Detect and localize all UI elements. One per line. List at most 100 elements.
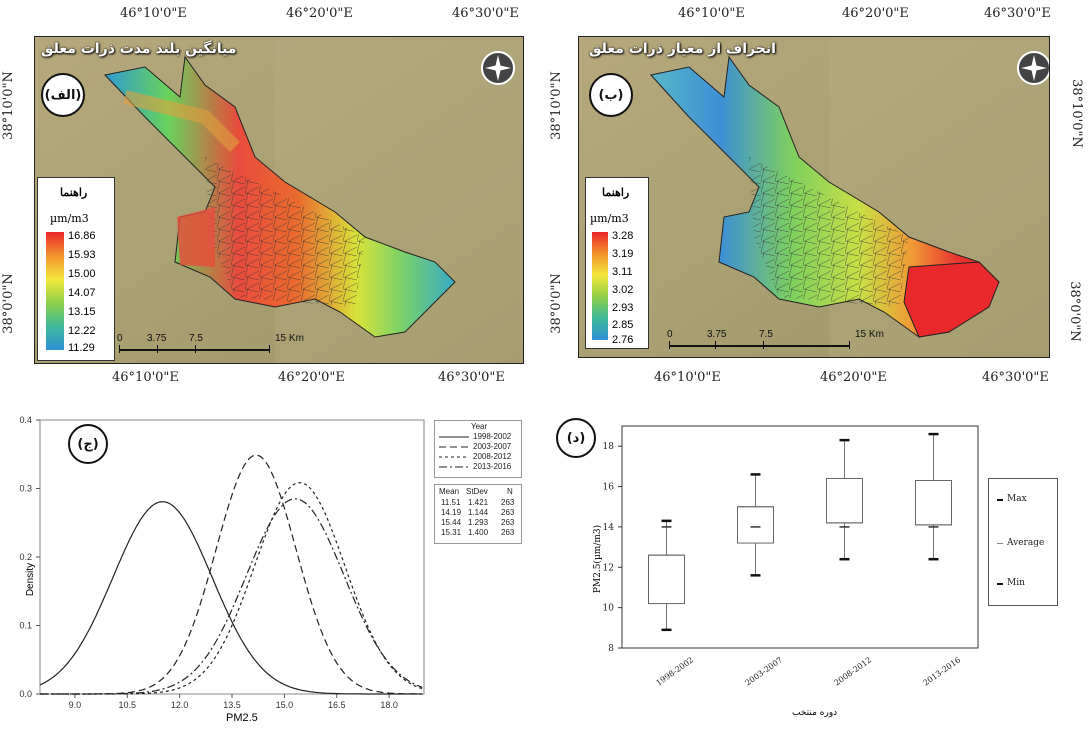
stats-cell: 263 (501, 528, 515, 537)
map-legend: راهنما µm/m3 16.86 15.93 15.00 14.07 13.… (37, 177, 115, 361)
y-tick-label: 8 (608, 644, 614, 654)
y-tick-label: 0.1 (19, 621, 32, 631)
map-graphic (35, 37, 523, 363)
legend-unit: µm/m3 (590, 212, 629, 225)
legend-color-ramp (46, 232, 64, 350)
scale-bar: 0 3.75 7.5 15 Km (117, 333, 317, 355)
x-tick-label: 2008-2012 (832, 655, 873, 687)
legend-value: 15.00 (68, 268, 96, 280)
density-curve-2008-2012 (40, 482, 423, 695)
x-axis-label: دوره منتخب (792, 708, 838, 718)
stats-cell: 263 (501, 508, 515, 517)
legend-value: 11.29 (68, 342, 95, 354)
legend-title: راهنما (60, 187, 88, 199)
top-tick: 46°20'0"E (286, 6, 353, 21)
legend-entry: 2013-2016 (473, 462, 512, 471)
stats-header: Mean (439, 487, 460, 496)
x-tick-label: 18.0 (380, 700, 398, 710)
y-tick-label: 0.4 (19, 415, 32, 425)
legend-value: 15.93 (68, 249, 96, 261)
scale-label: 7.5 (189, 333, 203, 344)
y-axis-label: Density (25, 562, 37, 597)
y-tick-label: 0.3 (19, 484, 32, 494)
x-tick-label: 1998-2002 (654, 655, 695, 687)
bottom-tick: 46°30'0"E (438, 370, 505, 385)
scale-label: 0 (117, 333, 123, 344)
density-chart: 0.0 0.1 0.2 0.3 0.4 9.0 10.5 12.0 13.5 15.0 16.5 18… (19, 415, 425, 710)
box-plot: 8 10 12 14 16 18 1998-2002 2003-2007 2008-2012 20… (603, 425, 979, 688)
density-curve-2013-2016 (40, 498, 423, 695)
y-tick-label: 14 (603, 523, 615, 533)
legend-value: 3.19 (612, 248, 634, 260)
y-tick-label: 16 (603, 483, 615, 493)
legend-value: 12.22 (68, 325, 96, 337)
legend-title: راهنما (602, 187, 630, 199)
legend-value: 3.28 (612, 230, 634, 242)
stats-header: StDev (466, 487, 488, 496)
legend-color-ramp (592, 232, 608, 340)
plot-area (621, 425, 979, 649)
map-panel-be: 46°10'0"E 46°20'0"E 46°30'0"E 38°10'0"N … (544, 0, 1088, 390)
y-tick-label: 12 (603, 563, 614, 573)
left-tick: 38°10'0"N (548, 71, 564, 140)
map-image-be: انحراف از معیار ذرات معلق (ب) راهنما µm/… (578, 36, 1050, 358)
top-tick: 46°30'0"E (984, 6, 1051, 21)
bottom-tick: 46°20'0"E (278, 370, 345, 385)
map-title: میانگین بلند مدت ذرات معلق (41, 41, 237, 57)
left-tick: 38°0'0"N (0, 273, 16, 334)
top-tick: 46°20'0"E (842, 6, 909, 21)
y-tick-label: 0.0 (19, 689, 32, 699)
x-tick-label: 10.5 (119, 700, 137, 710)
legend-entry: Max (1007, 494, 1027, 504)
stats-cell: 263 (501, 518, 515, 527)
legend-value: 2.93 (612, 302, 634, 314)
left-tick: 38°0'0"N (548, 273, 564, 334)
top-tick: 46°10'0"E (120, 6, 187, 21)
plot-area (39, 419, 425, 695)
stats-cell: 1.421 (468, 498, 489, 507)
legend-value: 16.86 (68, 230, 96, 242)
map-legend: راهنما µm/m3 3.28 3.19 3.11 3.02 2.93 2.… (585, 177, 649, 349)
x-tick-label: 12.0 (171, 700, 189, 710)
panel-badge: (ب) (589, 73, 633, 117)
legend-box: Year 1998-2002 2003-2007 2008-2012 2013-… (434, 420, 522, 478)
density-curve-1998-2002 (39, 501, 423, 695)
compass-icon (481, 51, 515, 85)
right-tick: 38°10'0"N (1068, 79, 1084, 148)
panel-badge: (الف) (41, 73, 85, 117)
map-panel-alef: 46°10'0"E 46°20'0"E 46°30'0"E 38°10'0"N … (0, 0, 540, 390)
bottom-tick: 46°10'0"E (654, 370, 721, 385)
density-curve-2003-2007 (40, 454, 423, 695)
y-tick-label: 18 (603, 442, 615, 452)
box-1998-2002 (648, 554, 685, 605)
density-chart-panel: 0.0 0.1 0.2 0.3 0.4 9.0 10.5 12.0 13.5 15.0 16.5 18… (0, 400, 540, 736)
legend-unit: µm/m3 (50, 212, 89, 225)
legend-value: 14.07 (68, 287, 96, 299)
stats-header: N (507, 487, 513, 496)
x-tick-label: 2013-2016 (921, 655, 962, 687)
top-tick: 46°30'0"E (452, 6, 519, 21)
scale-label: 3.75 (147, 333, 167, 344)
top-tick: 46°10'0"E (678, 6, 745, 21)
stats-cell: 1.400 (468, 528, 489, 537)
scale-label: 7.5 (759, 329, 773, 340)
legend-value: 2.76 (612, 334, 634, 346)
legend-box: Max Average Min (988, 478, 1058, 606)
y-tick-label: 0.2 (19, 552, 32, 562)
stats-cell: 1.144 (468, 508, 489, 517)
legend-value: 3.02 (612, 284, 634, 296)
box-2013-2016 (915, 479, 952, 526)
x-tick-label: 16.5 (328, 700, 346, 710)
box-plot-panel: 8 10 12 14 16 18 1998-2002 2003-2007 2008-2012 20… (544, 404, 1084, 734)
x-tick-label: 2003-2007 (743, 655, 784, 687)
x-tick-label: 9.0 (69, 700, 82, 710)
bottom-tick: 46°20'0"E (820, 370, 887, 385)
right-tick: 38°0'0"N (1066, 281, 1082, 342)
box-2003-2007 (737, 506, 774, 544)
bottom-tick: 46°10'0"E (112, 370, 179, 385)
legend-entry: Average (1007, 538, 1045, 548)
stats-cell: 14.19 (441, 508, 462, 517)
stats-cell: 15.44 (441, 518, 462, 527)
x-tick-label: 13.5 (223, 700, 241, 710)
scale-bar: 0 3.75 7.5 15 Km (667, 329, 897, 351)
